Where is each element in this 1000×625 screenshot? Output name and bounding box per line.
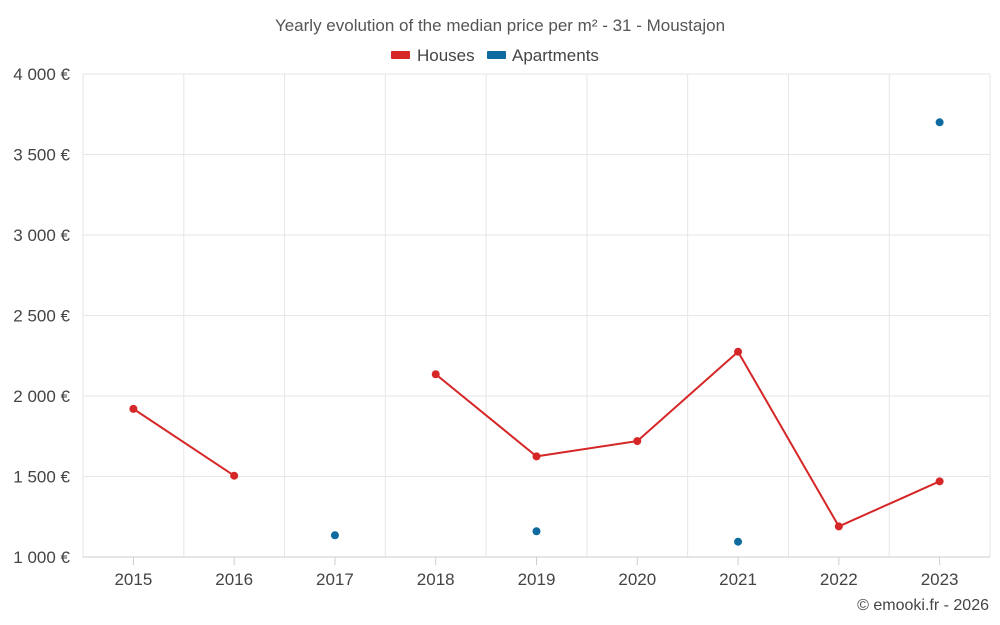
data-point-apartments[interactable]: [532, 527, 541, 536]
series-line-houses: [132, 408, 235, 477]
legend-swatch-apartments: [487, 51, 506, 59]
data-point-houses[interactable]: [834, 522, 843, 531]
y-axis-ticks: 1 000 € 1 500 € 2 000 € 2 500 € 3 000 € 3 500…: [13, 65, 70, 567]
y-tick-label: 4 000 €: [13, 65, 70, 84]
y-tick-label: 3 500 €: [13, 146, 70, 165]
credit-text: © emooki.fr - 2026: [857, 597, 989, 614]
x-tick-label: 2019: [518, 570, 556, 589]
legend[interactable]: Houses Apartments: [391, 46, 599, 65]
legend-item-houses[interactable]: Houses: [391, 46, 475, 65]
series-line-houses: [435, 373, 538, 458]
y-tick-label: 3 000 €: [13, 226, 70, 245]
legend-item-apartments[interactable]: Apartments: [487, 46, 599, 65]
data-point-houses[interactable]: [129, 404, 138, 413]
y-tick-label: 1 000 €: [13, 548, 70, 567]
data-point-apartments[interactable]: [935, 118, 944, 127]
x-axis-ticks: 2015 2016 2017 2018 2019 2020 2021 2022 2023: [114, 557, 959, 589]
data-point-apartments[interactable]: [330, 531, 339, 540]
data-point-houses[interactable]: [935, 477, 944, 486]
series-line-houses: [737, 351, 840, 527]
data-point-houses[interactable]: [532, 452, 541, 461]
legend-label-houses: Houses: [417, 46, 475, 65]
legend-swatch-houses: [391, 51, 410, 59]
x-tick-label: 2022: [820, 570, 858, 589]
data-point-houses[interactable]: [230, 471, 239, 480]
data-point-houses[interactable]: [633, 437, 642, 446]
x-tick-label: 2020: [618, 570, 656, 589]
x-tick-label: 2021: [719, 570, 757, 589]
x-tick-label: 2018: [417, 570, 455, 589]
x-tick-label: 2023: [921, 570, 959, 589]
y-tick-label: 2 500 €: [13, 307, 70, 326]
y-tick-label: 1 500 €: [13, 468, 70, 487]
series-line-houses: [838, 480, 941, 528]
data-point-apartments[interactable]: [734, 537, 743, 546]
data-point-houses[interactable]: [734, 347, 743, 356]
series-line-houses: [636, 350, 739, 442]
chart-title: Yearly evolution of the median price per…: [275, 16, 725, 35]
y-tick-label: 2 000 €: [13, 387, 70, 406]
x-tick-label: 2017: [316, 570, 354, 589]
x-tick-label: 2016: [215, 570, 253, 589]
series-line-houses: [536, 440, 638, 458]
data-point-houses[interactable]: [431, 370, 440, 379]
series: [129, 118, 944, 546]
legend-label-apartments: Apartments: [512, 46, 599, 65]
x-tick-label: 2015: [114, 570, 152, 589]
grid: [82, 73, 991, 558]
